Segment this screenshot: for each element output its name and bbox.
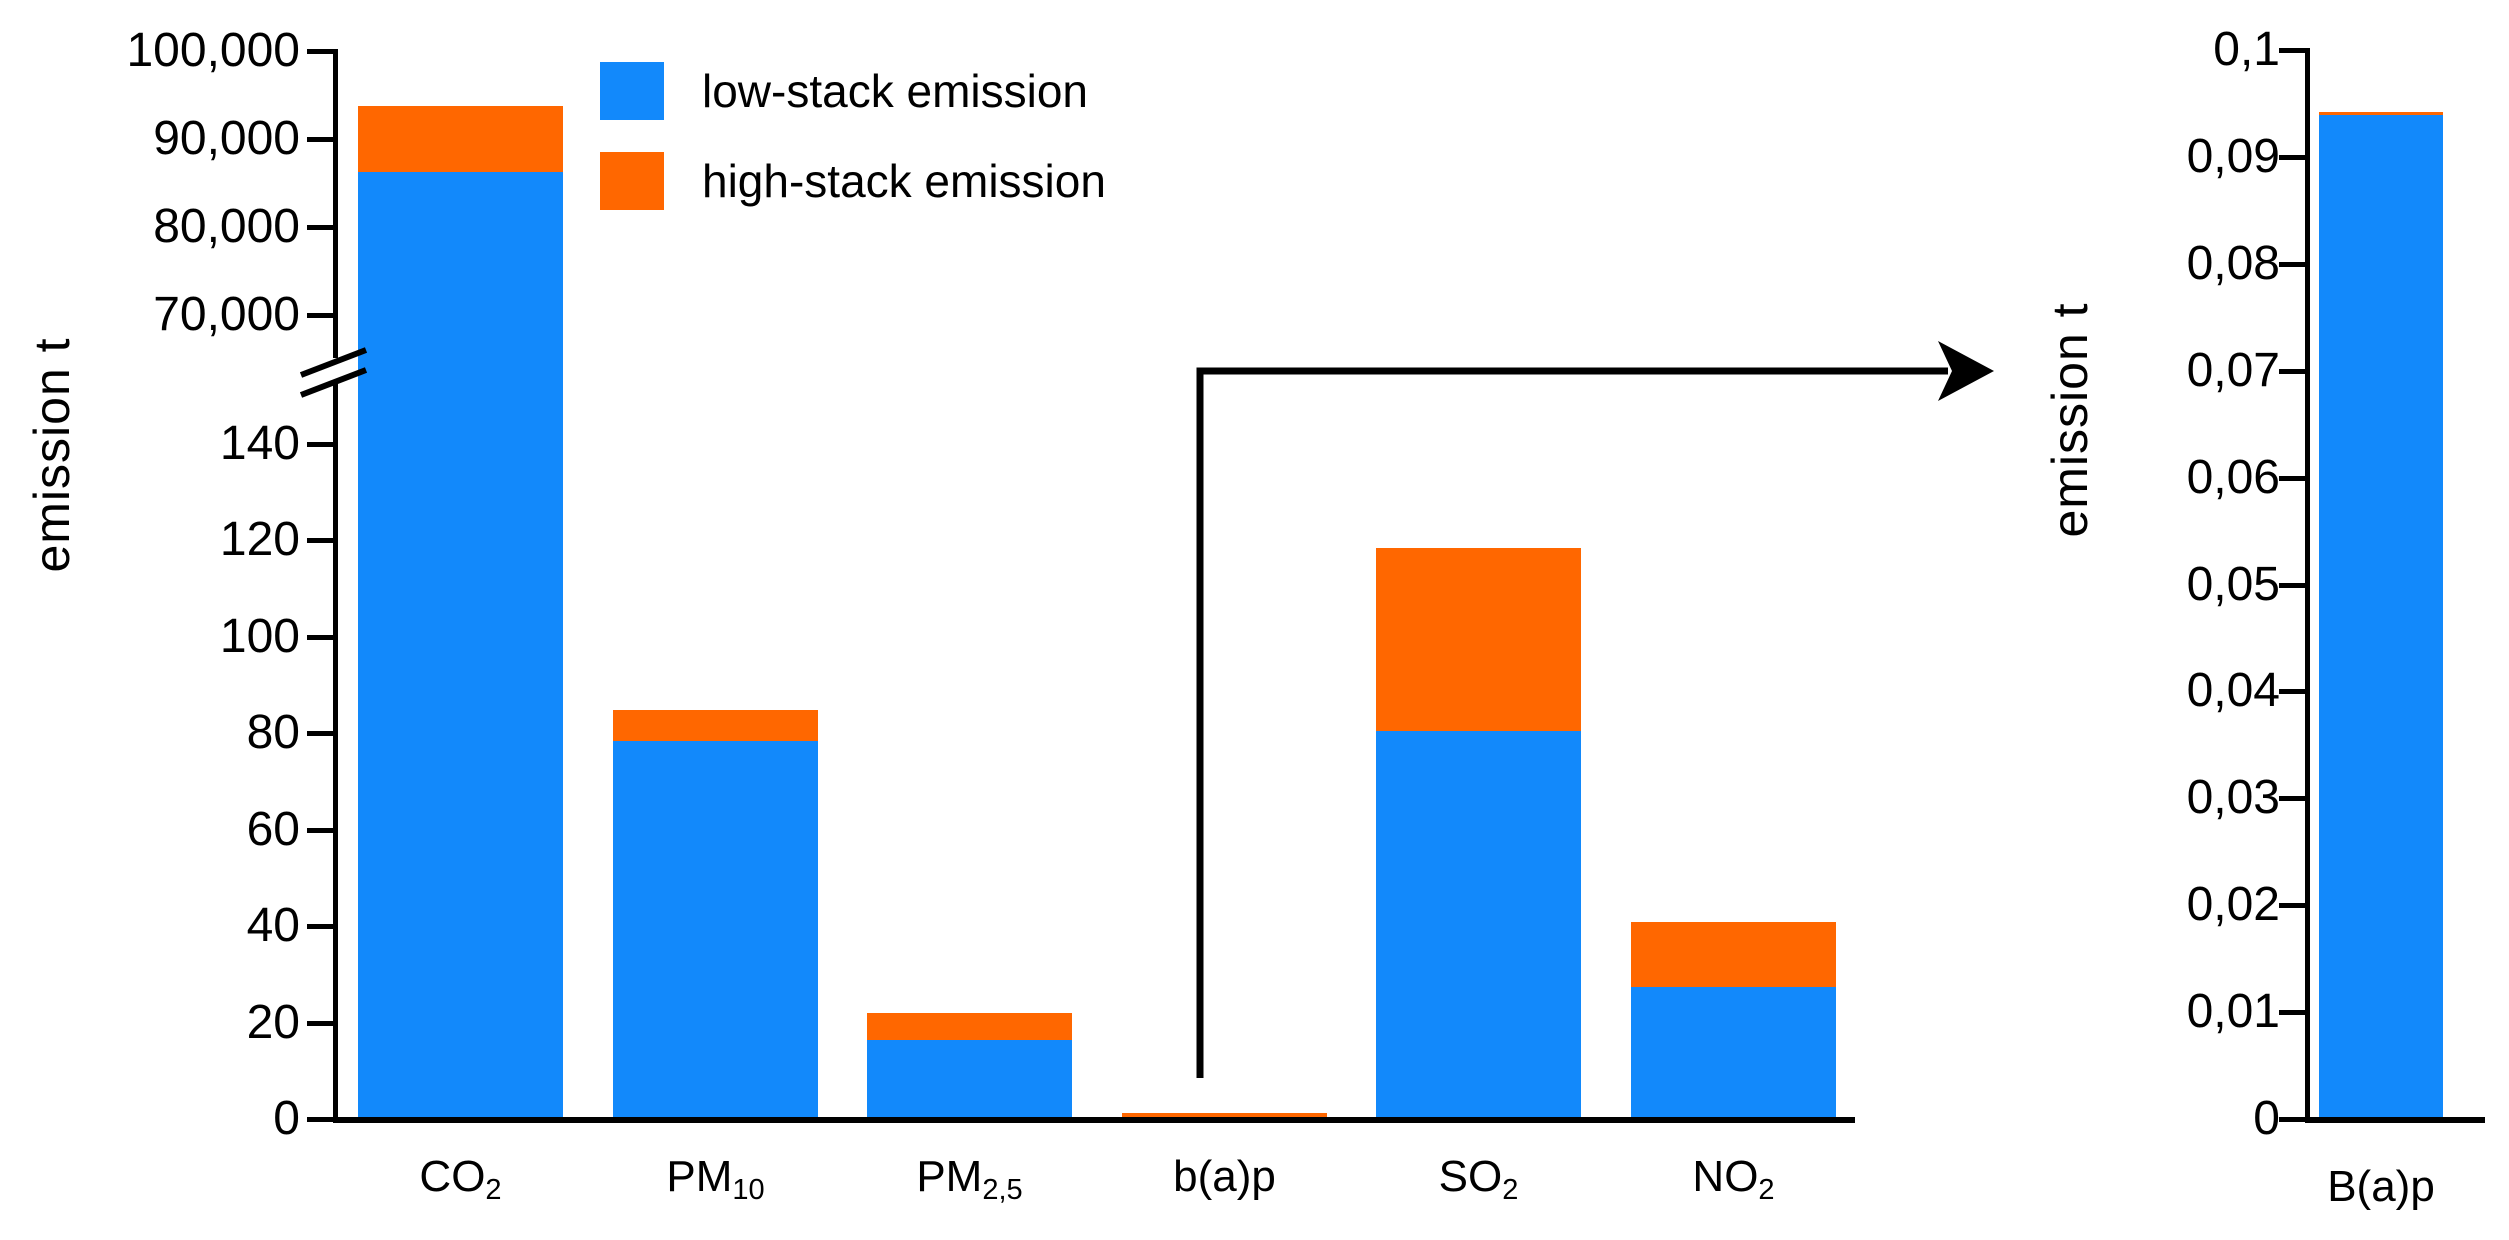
x-axis-category-label: CO2 [419, 1152, 501, 1207]
x-axis-category-label: PM2,5 [916, 1152, 1022, 1207]
y-tick-label: 0,07 [2186, 344, 2280, 397]
y-tick-label: 20 [246, 996, 300, 1049]
y-tick [307, 538, 335, 543]
y-tick [2279, 155, 2307, 160]
inset-y-axis [2305, 48, 2310, 1122]
legend-label-high-stack: high-stack emission [702, 155, 1106, 207]
category-subscript-text: 2 [1502, 1174, 1519, 1207]
y-tick [307, 225, 335, 230]
high-stack-swatch-icon [600, 152, 664, 210]
y-tick [307, 49, 335, 54]
inset-x-axis [2305, 1117, 2485, 1123]
x-axis-category-label: NO2 [1692, 1152, 1774, 1207]
y-tick-label: 0,02 [2186, 878, 2280, 931]
category-subscript-text: 2,5 [982, 1174, 1023, 1207]
y-tick-label: 0,06 [2186, 451, 2280, 504]
y-tick-label: 0,1 [2213, 23, 2280, 76]
y-tick-label: 0,03 [2186, 771, 2280, 824]
main-y-axis [333, 380, 338, 1122]
bar-high-stack [867, 1013, 1072, 1040]
category-base-text: PM [666, 1152, 733, 1201]
category-base-text: CO [419, 1152, 486, 1201]
y-tick-label: 0,09 [2186, 130, 2280, 183]
x-axis-category-label: B(a)p [2327, 1162, 2435, 1212]
y-tick-label: 0,01 [2186, 985, 2280, 1038]
y-tick [2279, 476, 2307, 481]
bar-high-stack [613, 710, 818, 741]
bar-high-stack [1122, 1113, 1327, 1117]
y-tick-label: 0 [2253, 1092, 2280, 1145]
y-tick-label: 80,000 [153, 200, 300, 253]
category-base-text: NO [1692, 1152, 1759, 1201]
y-tick [307, 442, 335, 447]
low-stack-swatch-icon [600, 62, 664, 120]
y-tick-label: 40 [246, 899, 300, 952]
y-tick-label: 0 [273, 1092, 300, 1145]
y-tick [2279, 48, 2307, 53]
category-subscript-text: 2 [485, 1174, 502, 1207]
y-tick-label: 120 [219, 513, 300, 566]
y-tick-label: 0,04 [2186, 664, 2280, 717]
y-tick [307, 924, 335, 929]
main-x-axis [333, 1117, 1855, 1123]
category-subscript-text: 2 [1758, 1174, 1775, 1207]
y-tick [2279, 796, 2307, 801]
category-base-text: PM [916, 1152, 983, 1201]
bar-high-stack [1376, 548, 1581, 731]
y-tick [2279, 1010, 2307, 1015]
y-tick-label: 60 [246, 803, 300, 856]
category-subscript-text: 10 [732, 1174, 765, 1207]
y-tick [307, 1117, 335, 1122]
y-tick [2279, 689, 2307, 694]
bar-high-stack [358, 106, 563, 172]
bap-zoom-arrow-icon [1196, 341, 1994, 1078]
y-tick [2279, 262, 2307, 267]
legend-label-low-stack: low-stack emission [702, 65, 1088, 117]
y-tick-label: 100 [219, 610, 300, 663]
bar-low-stack [867, 1040, 1072, 1117]
y-tick-label: 0,05 [2186, 558, 2280, 611]
y-tick [2279, 903, 2307, 908]
y-tick-label: 80 [246, 706, 300, 759]
x-axis-category-label: b(a)p [1173, 1152, 1276, 1202]
bar-high-stack [1631, 922, 1836, 987]
category-base-text: SO [1438, 1152, 1503, 1201]
y-tick [2279, 369, 2307, 374]
y-tick [307, 313, 335, 318]
main-y-axis [333, 49, 338, 360]
x-axis-category-label: PM10 [666, 1152, 764, 1207]
y-tick [307, 137, 335, 142]
bar-high-stack [2319, 112, 2443, 115]
y-tick [307, 828, 335, 833]
bar-low-stack [1631, 987, 1836, 1117]
bar-low-stack [613, 741, 818, 1117]
y-tick-label: 70,000 [153, 288, 300, 341]
y-tick-label: 0,08 [2186, 237, 2280, 290]
y-tick [307, 635, 335, 640]
y-tick [2279, 1117, 2307, 1122]
y-tick [307, 731, 335, 736]
bar-co2-low-stack [358, 172, 563, 1117]
y-tick [307, 1021, 335, 1026]
bar-bap-low-stack [2319, 115, 2443, 1117]
category-base-text: b(a)p [1173, 1152, 1276, 1201]
y-tick-label: 140 [219, 417, 300, 470]
bar-low-stack [1376, 731, 1581, 1117]
y-tick-label: 90,000 [153, 112, 300, 165]
y-tick-label: 100,000 [126, 24, 300, 77]
x-axis-category-label: SO2 [1439, 1152, 1519, 1207]
y-tick [2279, 583, 2307, 588]
inset-y-axis-title: emission t [2042, 302, 2098, 538]
category-base-text: B(a)p [2327, 1162, 2435, 1211]
